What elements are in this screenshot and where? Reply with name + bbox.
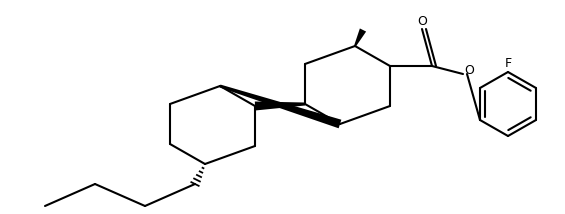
Text: O: O <box>417 15 427 28</box>
Polygon shape <box>354 28 366 46</box>
Text: O: O <box>464 64 474 76</box>
Polygon shape <box>220 85 341 128</box>
Polygon shape <box>255 101 305 110</box>
Text: F: F <box>505 56 511 70</box>
